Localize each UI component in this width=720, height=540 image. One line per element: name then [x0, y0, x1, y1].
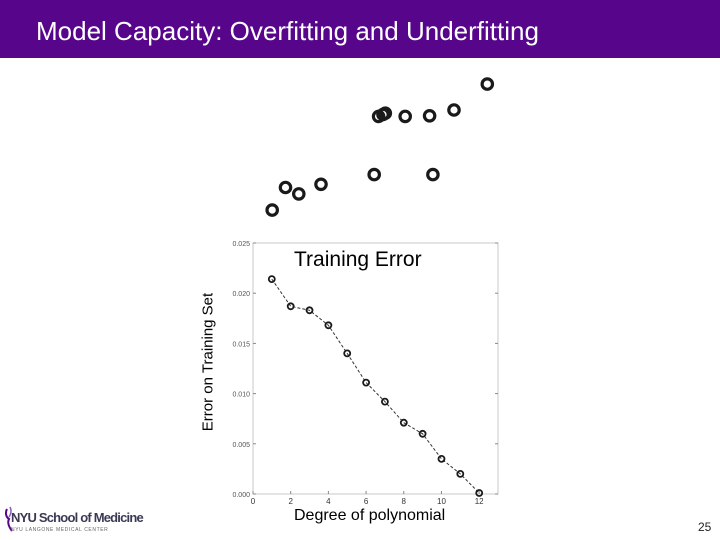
logo-name: NYU School of Medicine [11, 510, 144, 525]
x-tick-label: 2 [288, 497, 293, 506]
scatter-point [426, 167, 440, 182]
x-tick-label: 0 [251, 497, 256, 506]
scatter-point [291, 187, 306, 201]
scatter-point [367, 167, 381, 182]
page-number: 25 [698, 520, 712, 534]
y-tick-label: 0.025 [232, 241, 250, 248]
x-tick-label: 8 [402, 497, 407, 506]
scatter-point [265, 203, 279, 217]
training-error-point [399, 418, 408, 427]
x-tick-label: 12 [475, 497, 484, 506]
scatter-point [278, 180, 293, 195]
logo-subtitle: NYU LANGONE MEDICAL CENTER [11, 527, 109, 533]
y-tick-label: 0.000 [232, 492, 250, 499]
x-tick-label: 4 [326, 497, 331, 506]
scatter-point [398, 109, 412, 124]
scatter-point [422, 108, 437, 123]
torch-icon [4, 506, 13, 532]
y-tick-label: 0.010 [232, 392, 250, 399]
title-bar: Model Capacity: Overfitting and Underfit… [0, 0, 720, 58]
y-tick-label: 0.015 [232, 341, 250, 348]
x-tick-label: 6 [364, 497, 369, 506]
training-error-point [343, 349, 352, 358]
nyu-logo: NYU School of Medicine NYU LANGONE MEDIC… [3, 503, 144, 537]
y-tick-label: 0.020 [232, 291, 250, 298]
x-axis-label: Degree of polynomial [294, 507, 446, 524]
scatter-point [378, 106, 393, 120]
training-error-point [475, 489, 484, 497]
scatter-point [447, 103, 461, 117]
y-axis-label: Error on Training Set [199, 292, 217, 432]
training-error-point [418, 429, 427, 438]
training-error-point [267, 275, 276, 284]
scatter-figure [265, 77, 495, 217]
slide-title: Model Capacity: Overfitting and Underfit… [36, 16, 539, 46]
training-error-point [456, 469, 465, 478]
training-error-point [286, 302, 295, 311]
training-error-point [362, 378, 371, 387]
scatter-point [314, 177, 328, 192]
x-tick-label: 10 [437, 497, 446, 506]
training-error-point [437, 454, 446, 463]
training-error-point [305, 306, 314, 315]
y-tick-label: 0.005 [232, 442, 250, 449]
scatter-point [480, 77, 495, 91]
training-error-point [324, 321, 333, 330]
training-error-line [271, 278, 480, 494]
training-error-point [380, 397, 389, 406]
plot-frame [252, 242, 499, 495]
chart-title: Training Error [294, 248, 422, 271]
